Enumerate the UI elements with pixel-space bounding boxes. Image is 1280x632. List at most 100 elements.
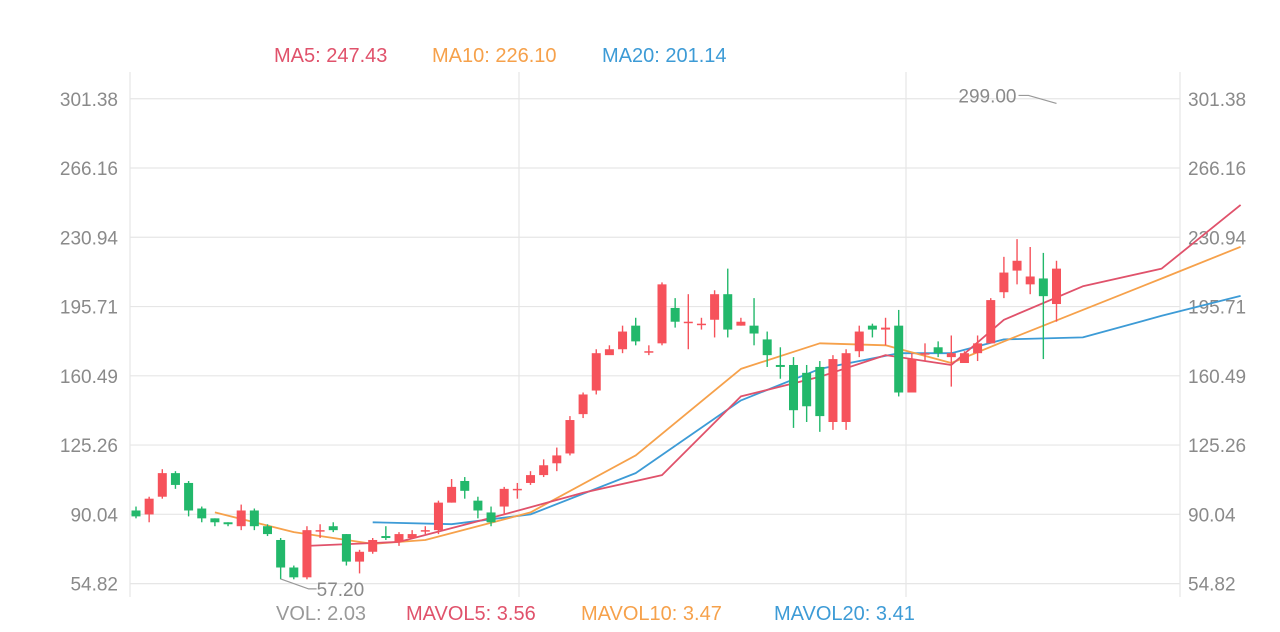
candle-body <box>355 551 365 562</box>
y-tick-label-right: 230.94 <box>1188 228 1247 249</box>
candle-body <box>460 480 470 491</box>
candle-body <box>289 567 299 578</box>
y-axis-left: 301.38 266.16 230.94 195.71 160.49 125.26 90.0… <box>60 90 119 596</box>
candle-body <box>894 325 904 393</box>
candle-body <box>526 475 535 483</box>
candle-body <box>263 526 272 535</box>
candle-body <box>578 394 588 415</box>
candle-body <box>867 325 877 330</box>
volume-legend-item: VOL: 2.03 <box>276 603 366 625</box>
candle-body <box>157 473 167 497</box>
ma-legend-item: MA10: 226.10 <box>432 45 557 67</box>
candle-body <box>696 323 706 326</box>
candle-body <box>933 347 943 354</box>
ma-legend-item: MA20: 201.14 <box>602 45 727 67</box>
y-tick-label-left: 54.82 <box>70 575 118 596</box>
min-annotation-line <box>280 578 317 590</box>
y-tick-label-right: 195.71 <box>1188 298 1246 319</box>
candle-body <box>394 534 404 542</box>
candle-body <box>512 488 522 491</box>
y-tick-label-left: 301.38 <box>60 90 118 111</box>
candle-body <box>604 349 614 356</box>
candle-body <box>539 465 549 476</box>
y-tick-label-left: 266.16 <box>60 159 118 180</box>
y-tick-label-right: 266.16 <box>1188 159 1246 180</box>
candle-body <box>236 510 246 527</box>
candle-body <box>828 359 838 422</box>
candle-body <box>762 339 772 356</box>
candle-body <box>486 512 496 523</box>
y-tick-label-left: 230.94 <box>60 228 119 249</box>
price-annotations: 299.00 57.20 <box>280 86 1057 601</box>
candle-body <box>210 518 220 523</box>
candle-body <box>565 420 575 454</box>
candle-body <box>447 486 457 503</box>
candles <box>131 239 1061 580</box>
candle-body <box>302 530 312 578</box>
candle-body <box>815 366 825 417</box>
candle-body <box>473 500 483 511</box>
y-tick-label-right: 54.82 <box>1188 575 1236 596</box>
min-annotation-label: 57.20 <box>317 580 365 601</box>
candle-body <box>657 284 667 344</box>
candle-body <box>1025 276 1035 285</box>
candle-body <box>407 534 417 539</box>
ma-legend: MA5: 247.43 MA10: 226.10 MA20: 201.14 <box>274 45 727 67</box>
candle-body <box>1038 278 1048 297</box>
volume-legend-item: MAVOL20: 3.41 <box>774 603 915 625</box>
volume-legend-item: MAVOL5: 3.56 <box>406 603 536 625</box>
candle-body <box>368 539 378 552</box>
y-tick-label-left: 125.26 <box>60 436 118 457</box>
max-annotation-line <box>1018 94 1057 105</box>
y-axis-right: 301.38 266.16 230.94 195.71 160.49 125.26 90.0… <box>1188 90 1247 596</box>
max-annotation-label: 299.00 <box>958 86 1016 107</box>
candle-body <box>723 294 733 330</box>
candle-body <box>907 359 917 393</box>
candle-body <box>499 488 509 507</box>
candle-body <box>920 353 930 355</box>
candle-body <box>644 351 654 353</box>
y-tick-label-right: 125.26 <box>1188 436 1246 457</box>
candle-body <box>959 353 969 364</box>
candle-body <box>433 502 443 531</box>
candle-body <box>683 321 693 324</box>
candle-body <box>131 510 141 517</box>
y-tick-label-left: 90.04 <box>70 505 118 526</box>
candle-body <box>552 455 562 464</box>
candle-body <box>789 364 798 411</box>
candle-body <box>670 307 680 322</box>
y-tick-label-right: 301.38 <box>1188 90 1246 111</box>
candle-body <box>223 522 233 525</box>
candle-body <box>775 364 785 367</box>
candle-body <box>341 534 351 562</box>
candle-body <box>802 372 812 407</box>
candle-body <box>420 530 430 532</box>
candle-body <box>946 353 956 358</box>
candle-body <box>1052 268 1061 305</box>
candle-body <box>710 294 720 320</box>
volume-legend-item: MAVOL10: 3.47 <box>581 603 722 625</box>
y-tick-label-left: 160.49 <box>60 367 118 388</box>
candle-body <box>618 331 628 350</box>
candle-body <box>315 530 325 532</box>
candle-body <box>184 482 194 511</box>
candle-body <box>1012 260 1022 271</box>
candle-body <box>170 473 180 485</box>
y-tick-label-right: 90.04 <box>1188 505 1236 526</box>
candle-body <box>841 353 851 422</box>
candle-body <box>881 327 891 330</box>
candle-body <box>144 498 154 515</box>
candle-body <box>999 272 1009 293</box>
candle-body <box>631 325 641 342</box>
y-tick-label-right: 160.49 <box>1188 367 1246 388</box>
y-tick-label-left: 195.71 <box>60 298 118 319</box>
volume-legend: VOL: 2.03 MAVOL5: 3.56 MAVOL10: 3.47 MAVOL2… <box>276 603 915 625</box>
candle-body <box>973 343 983 354</box>
ma-legend-item: MA5: 247.43 <box>274 45 387 67</box>
candle-body <box>736 321 746 326</box>
grid-lines <box>129 72 1181 597</box>
candle-body <box>749 325 759 334</box>
candle-body <box>854 331 864 352</box>
candle-body <box>249 510 259 527</box>
